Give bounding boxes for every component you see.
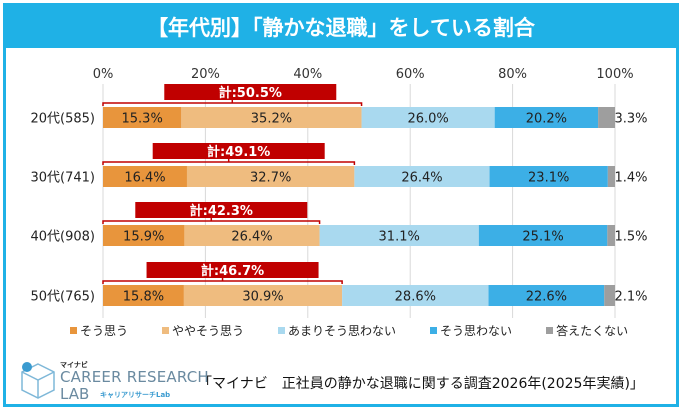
- category-label: 40代(908): [31, 230, 96, 245]
- brand-sub: キャリアリサーチLab: [100, 391, 171, 399]
- legend-label: ややそう思う: [172, 324, 245, 338]
- legend-label: あまりそう思わない: [288, 324, 397, 338]
- data-label: 16.4%: [124, 171, 165, 186]
- brand-lab: LAB: [60, 385, 90, 403]
- category-label: 20代(585): [31, 112, 96, 127]
- bar-segment: [103, 107, 182, 128]
- bar-segment: [183, 285, 343, 306]
- category-label: 50代(765): [31, 290, 96, 305]
- bar-segment: [361, 107, 495, 128]
- total-label-box: [164, 84, 337, 100]
- legend-item: ややそう思う: [162, 322, 244, 339]
- legend-item: そう思う: [70, 322, 128, 339]
- data-label: 26.0%: [407, 112, 448, 127]
- legend-swatch: [278, 327, 286, 334]
- total-bracket: [102, 220, 321, 224]
- bar-segment: [607, 166, 615, 187]
- total-label-box: [135, 202, 308, 218]
- bar-segment: [184, 225, 320, 246]
- bar-segment: [319, 225, 479, 246]
- legend-swatch: [70, 327, 77, 334]
- total-label-box: [152, 143, 325, 159]
- data-label: 1.4%: [614, 171, 647, 186]
- bar-segment: [181, 107, 362, 128]
- bar-segment: [103, 225, 185, 246]
- legend: そう思う ややそう思う あまりそう思わない そう思わない 答えたくない: [70, 322, 670, 339]
- data-label: 32.7%: [250, 171, 291, 186]
- legend-swatch: [430, 327, 438, 334]
- data-label: 1.5%: [614, 230, 647, 245]
- bar-segment: [488, 285, 605, 306]
- data-label: 15.8%: [123, 290, 164, 305]
- data-label: 15.3%: [122, 112, 163, 127]
- bar-segment: [489, 166, 608, 187]
- total-bracket: [102, 161, 356, 165]
- bar-segment: [354, 166, 490, 187]
- bar-segment: [186, 166, 355, 187]
- legend-item: そう思わない: [430, 322, 512, 339]
- brand-main: CAREER RESEARCH: [60, 368, 209, 386]
- total-label-box: [146, 262, 319, 278]
- bar-segment: [103, 166, 187, 187]
- legend-swatch: [162, 327, 170, 334]
- data-label: 20.2%: [526, 112, 567, 127]
- data-label: 31.1%: [379, 230, 420, 245]
- total-label: 計:46.7%: [201, 263, 264, 279]
- x-tick-label: 40%: [293, 67, 322, 82]
- chart-frame: 【年代別】「静かな退職」をしている割合: [3, 3, 679, 407]
- category-label: 30代(741): [31, 171, 96, 186]
- legend-label: 答えたくない: [556, 324, 629, 338]
- data-label: 26.4%: [231, 230, 272, 245]
- legend-item: あまりそう思わない: [278, 322, 396, 339]
- total-label: 計:50.5%: [219, 85, 282, 101]
- bar-segment: [598, 107, 615, 128]
- legend-label: そう思う: [80, 324, 129, 338]
- data-label: 22.6%: [526, 290, 567, 305]
- data-label: 25.1%: [522, 230, 563, 245]
- x-tick-label: 20%: [191, 67, 220, 82]
- data-label: 30.9%: [242, 290, 283, 305]
- data-label: 3.3%: [614, 112, 647, 127]
- data-label: 23.1%: [528, 171, 569, 186]
- bar-segment: [494, 107, 599, 128]
- bar-segment: [604, 285, 615, 306]
- chart-title: 【年代別】「静かな退職」をしている割合: [6, 6, 676, 48]
- x-tick-label: 60%: [396, 67, 425, 82]
- legend-swatch: [546, 327, 554, 334]
- total-bracket: [102, 102, 363, 106]
- brand-top: マイナビ: [60, 361, 88, 369]
- bar-segment: [607, 225, 615, 246]
- x-tick-label: 0%: [93, 67, 114, 82]
- total-label: 計:49.1%: [207, 144, 270, 160]
- x-tick-label: 100%: [596, 67, 633, 82]
- career-research-lab-logo-icon: [21, 362, 55, 399]
- total-label: 計:42.3%: [190, 203, 253, 219]
- data-label: 26.4%: [401, 171, 442, 186]
- legend-label: そう思わない: [440, 324, 513, 338]
- total-bracket: [102, 280, 343, 284]
- legend-item: 答えたくない: [546, 322, 628, 339]
- x-tick-label: 80%: [498, 67, 527, 82]
- bar-segment: [342, 285, 489, 306]
- source-note: 「マイナビ 正社員の静かな退職に関する調査2026年(2025年実績)」: [198, 376, 644, 392]
- stacked-bar-chart: 0% 20% 40% 60% 80% 100% 20代(585) 15.3% 35.2% 26.0…: [31, 67, 648, 318]
- data-label: 15.9%: [123, 230, 164, 245]
- data-label: 35.2%: [251, 112, 292, 127]
- data-label: 28.6%: [395, 290, 436, 305]
- bar-segment: [478, 225, 608, 246]
- data-label: 2.1%: [614, 290, 647, 305]
- bar-segment: [103, 285, 184, 306]
